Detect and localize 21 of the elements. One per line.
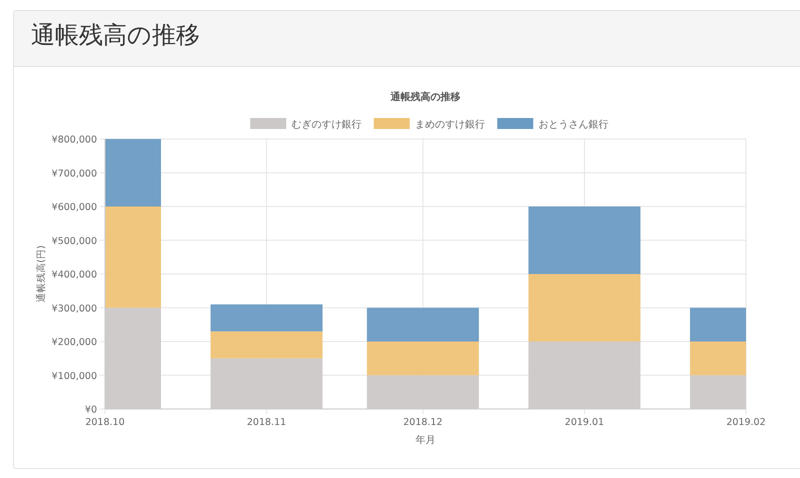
x-tick-label: 2019.02 bbox=[726, 417, 766, 428]
x-tick-label: 2019.01 bbox=[564, 417, 604, 428]
y-tick-label: ¥300,000 bbox=[52, 303, 97, 314]
y-tick-label: ¥600,000 bbox=[52, 202, 97, 213]
y-axis-title: 通帳残高(円) bbox=[35, 245, 47, 303]
x-axis-title: 年月 bbox=[416, 434, 436, 446]
y-tick-label: ¥200,000 bbox=[52, 337, 97, 348]
legend-label: おとうさん銀行 bbox=[538, 120, 608, 130]
chart-title: 通帳残高の推移 bbox=[30, 20, 201, 51]
y-tick-label: ¥400,000 bbox=[52, 270, 97, 280]
y-tick-label: ¥800,000 bbox=[52, 134, 97, 146]
y-tick-label: ¥0 bbox=[84, 404, 97, 416]
x-tick-label: 2018.11 bbox=[246, 417, 286, 428]
x-tick-label: 2018.10 bbox=[85, 417, 125, 428]
chart-subtitle: 通帳残高の推移 bbox=[390, 91, 460, 103]
y-tick-label: ¥700,000 bbox=[52, 168, 97, 180]
x-tick-label: 2018.12 bbox=[403, 417, 443, 428]
y-tick-label: ¥500,000 bbox=[52, 236, 97, 247]
legend-label: むぎのすけ銀行 bbox=[291, 120, 362, 130]
legend-label: まめのすけ銀行 bbox=[414, 120, 485, 130]
y-tick-label: ¥100,000 bbox=[52, 370, 97, 382]
